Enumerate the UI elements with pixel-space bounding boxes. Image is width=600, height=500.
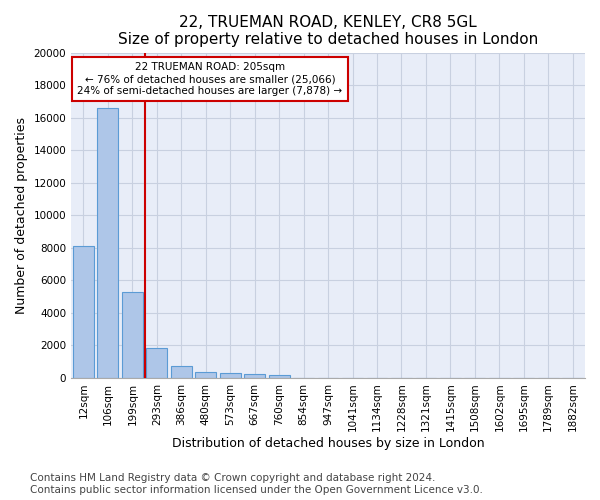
Bar <box>244 374 265 378</box>
X-axis label: Distribution of detached houses by size in London: Distribution of detached houses by size … <box>172 437 484 450</box>
Bar <box>269 375 290 378</box>
Bar <box>220 374 241 378</box>
Bar <box>97 108 118 378</box>
Text: Contains HM Land Registry data © Crown copyright and database right 2024.
Contai: Contains HM Land Registry data © Crown c… <box>30 474 483 495</box>
Bar <box>122 292 143 378</box>
Text: 22 TRUEMAN ROAD: 205sqm
← 76% of detached houses are smaller (25,066)
24% of sem: 22 TRUEMAN ROAD: 205sqm ← 76% of detache… <box>77 62 343 96</box>
Bar <box>171 366 191 378</box>
Bar <box>196 372 216 378</box>
Bar <box>73 246 94 378</box>
Title: 22, TRUEMAN ROAD, KENLEY, CR8 5GL
Size of property relative to detached houses i: 22, TRUEMAN ROAD, KENLEY, CR8 5GL Size o… <box>118 15 538 48</box>
Bar <box>146 348 167 378</box>
Y-axis label: Number of detached properties: Number of detached properties <box>15 117 28 314</box>
